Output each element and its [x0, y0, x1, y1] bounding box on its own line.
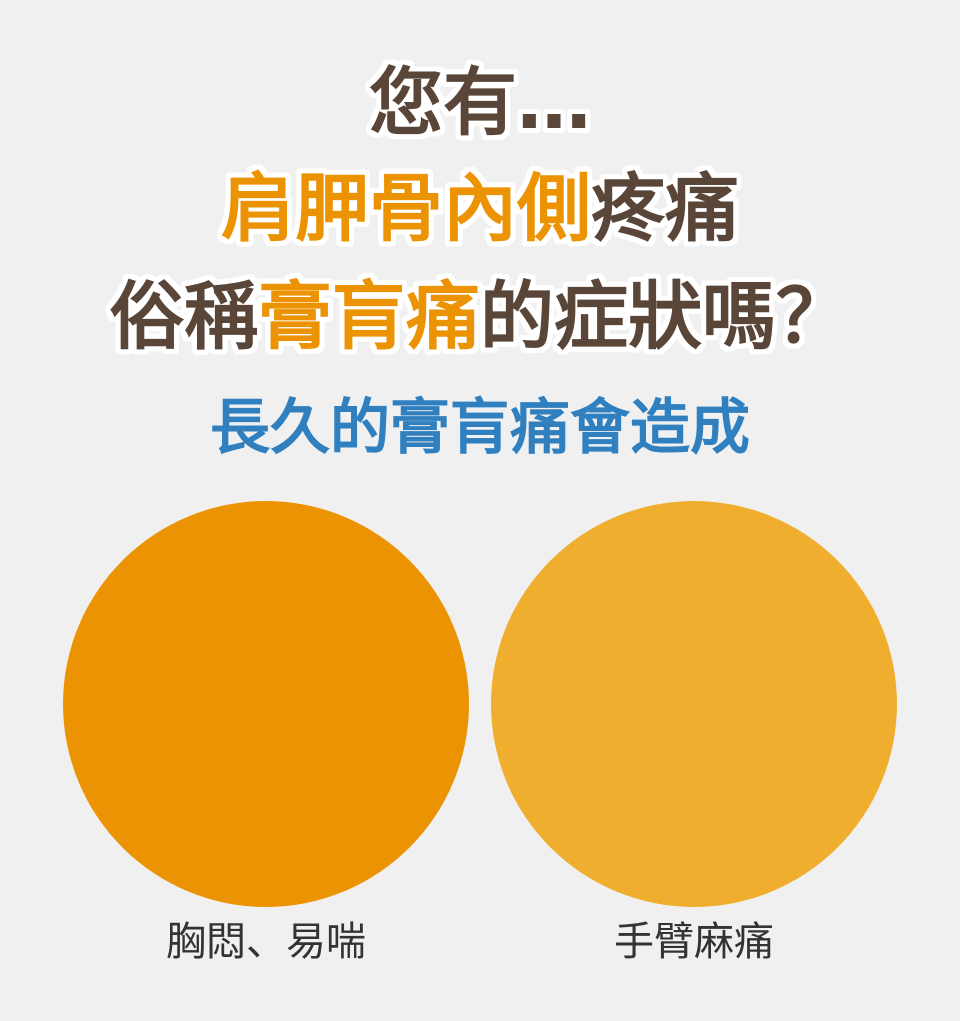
headline-accent-gaohuang: 膏肓痛 [258, 274, 480, 360]
symptom-circle-arm [491, 501, 897, 907]
headline-symptom-question: 的症狀嗎？ [480, 274, 850, 360]
headline-commonly-called: 俗稱 [110, 274, 258, 360]
headline-accent-shoulder-blade: 肩胛骨內側 [221, 166, 591, 252]
headline-line-3: 俗稱膏肓痛的症狀嗎？ [0, 280, 960, 354]
symptom-label-arm: 手臂麻痛 [614, 919, 774, 965]
symptom-circle-chest [63, 501, 469, 907]
headline-line-2: 肩胛骨內側疼痛 [0, 172, 960, 246]
subheading: 長久的膏肓痛會造成 [210, 393, 750, 463]
headline-question: 您有… [369, 60, 591, 146]
symptom-label-chest: 胸悶、易喘 [166, 919, 366, 965]
headline-pain-text: 疼痛 [591, 166, 739, 252]
headline-line-1: 您有… [0, 66, 960, 140]
